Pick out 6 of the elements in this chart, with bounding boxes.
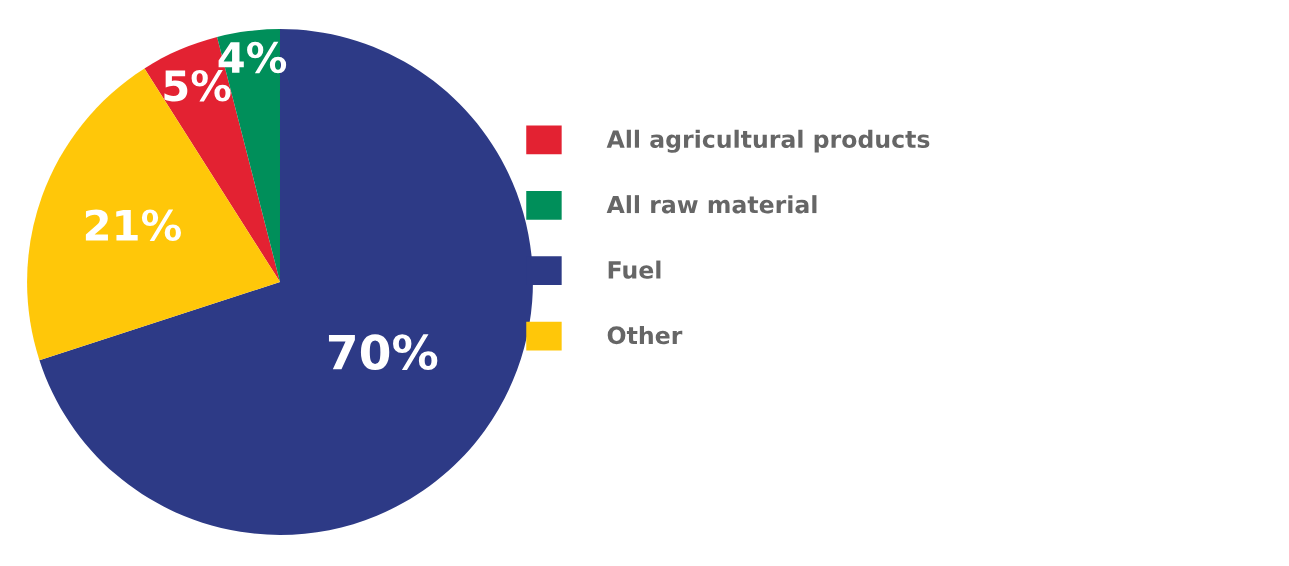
legend-label: All raw material — [606, 195, 817, 214]
data-label: 21% — [85, 209, 181, 241]
legend-label: Fuel — [608, 260, 661, 279]
data-label: 70% — [328, 334, 438, 371]
legend-label: Other — [607, 325, 683, 345]
legend-label: All agricultural products — [606, 129, 930, 153]
